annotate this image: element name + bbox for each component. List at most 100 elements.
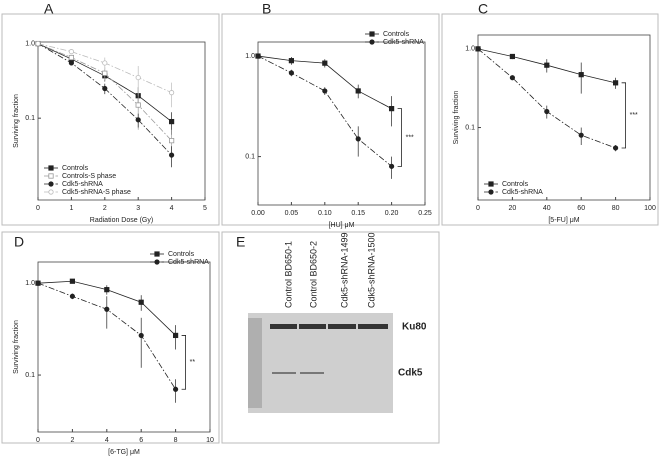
panel-frame (1, 231, 220, 444)
lane-label: Cdk5-shRNA-1499 (339, 232, 349, 308)
marker (613, 80, 619, 86)
plot-frame (37, 41, 206, 201)
marker (102, 60, 108, 66)
x-tick-label: 20 (509, 205, 517, 212)
significance-label: ** (190, 359, 196, 366)
marker (169, 90, 175, 96)
x-tick-label: 5 (203, 205, 207, 212)
x-tick-label: 0.25 (418, 210, 432, 217)
significance-label: *** (630, 112, 638, 119)
panel-letter: E (236, 234, 245, 250)
marker (288, 70, 294, 76)
x-tick-label: 8 (174, 437, 178, 444)
x-axis-label: Radiation Dose (Gy) (90, 217, 153, 224)
x-tick-label: 0.10 (318, 210, 332, 217)
y-tick-label: 1.0 (465, 46, 475, 53)
y-tick-label: 1.0 (25, 280, 35, 287)
band (270, 324, 297, 329)
blot: Control BD650-1 Control BD650-2 Cdk5-shR… (248, 232, 427, 413)
marker (102, 70, 108, 76)
x-tick-label: 0 (36, 205, 40, 212)
x-tick-label: 0.00 (251, 210, 265, 217)
marker (104, 287, 110, 293)
marker (475, 46, 481, 52)
legend-marker (488, 181, 494, 187)
panel-letter: C (478, 1, 488, 17)
x-tick-label: 80 (612, 205, 620, 212)
marker (168, 138, 175, 144)
panel-frame (221, 13, 440, 226)
x-tick-label: 6 (139, 437, 143, 444)
x-tick-label: 100 (644, 205, 656, 212)
legend-marker (154, 259, 160, 265)
band (299, 324, 326, 329)
marker (35, 40, 41, 47)
x-tick-label: 40 (543, 205, 551, 212)
plot-frame (257, 41, 426, 206)
marker (135, 74, 141, 81)
legend-marker (48, 181, 54, 187)
significance-bracket (181, 335, 186, 390)
x-tick-label: 3 (136, 205, 140, 212)
legend-marker (488, 189, 494, 195)
legend-label: Controls-S phase (62, 173, 116, 180)
marker (578, 72, 584, 78)
x-tick-label: 4 (105, 437, 109, 444)
legend-marker (369, 39, 375, 45)
marker (355, 136, 361, 142)
band (358, 324, 388, 329)
x-axis-label: [5-FU] μM (548, 217, 579, 224)
marker (35, 280, 41, 286)
band (328, 324, 356, 329)
x-tick-label: 10 (206, 437, 214, 444)
legend-label: Controls (502, 181, 529, 188)
y-tick-label: 1.0 (25, 40, 35, 47)
marker (69, 293, 76, 299)
marker (135, 117, 141, 123)
legend-marker (48, 173, 54, 179)
band (300, 372, 324, 374)
chart: C 0 20 40 60 80 100 1.0 0.1 [5-FU] μM Surviving fr… (453, 1, 656, 224)
marker (509, 53, 516, 60)
significance-bracket (621, 82, 626, 149)
lane-label: Control BD650-1 (283, 241, 293, 308)
x-tick-label: 2 (70, 437, 74, 444)
y-tick-label: 1.0 (245, 53, 255, 60)
x-tick-label: 0.15 (351, 210, 365, 217)
plot-frame (37, 261, 211, 433)
y-axis-label: Surviving fraction (453, 91, 460, 145)
marker (168, 118, 175, 125)
panel-letter: A (44, 1, 54, 17)
marker (544, 108, 550, 115)
y-axis-label: Surviving fraction (13, 320, 20, 374)
legend-label: Cdk5-shRNA (62, 181, 103, 188)
x-tick-label: 0 (476, 205, 480, 212)
legend-label: Cdk5-shRNA (502, 189, 543, 196)
marker (544, 62, 550, 68)
marker (388, 163, 395, 169)
marker (68, 49, 75, 55)
legend-label: Cdk5-shRNA (168, 259, 209, 266)
legend-marker (369, 31, 375, 37)
legend-label: Cdk5-shRNA-S phase (62, 189, 131, 196)
panel-frame (221, 231, 440, 444)
x-tick-label: 60 (577, 205, 585, 212)
marker (135, 102, 141, 108)
panel-frame (441, 13, 659, 226)
plot-frame (477, 34, 651, 201)
chart: A 0 1 2 3 4 5 1.0 0.1 Radiation Dose (Gy) Survivin… (13, 1, 207, 224)
x-tick-label: 1 (69, 205, 73, 212)
marker (388, 106, 395, 112)
panel-frame (1, 13, 220, 226)
y-axis-label: Surviving fraction (13, 94, 20, 148)
marker (69, 278, 75, 284)
marker (322, 60, 328, 66)
band (272, 372, 296, 374)
x-tick-label: 0.05 (285, 210, 299, 217)
x-tick-label: 0.20 (385, 210, 399, 217)
series-line (257, 55, 392, 167)
marker (509, 75, 516, 81)
chart: D 0 2 4 6 8 10 1.0 0.1 [6-TG] μM Surviving fractio… (13, 234, 214, 456)
significance-label: *** (406, 134, 414, 141)
